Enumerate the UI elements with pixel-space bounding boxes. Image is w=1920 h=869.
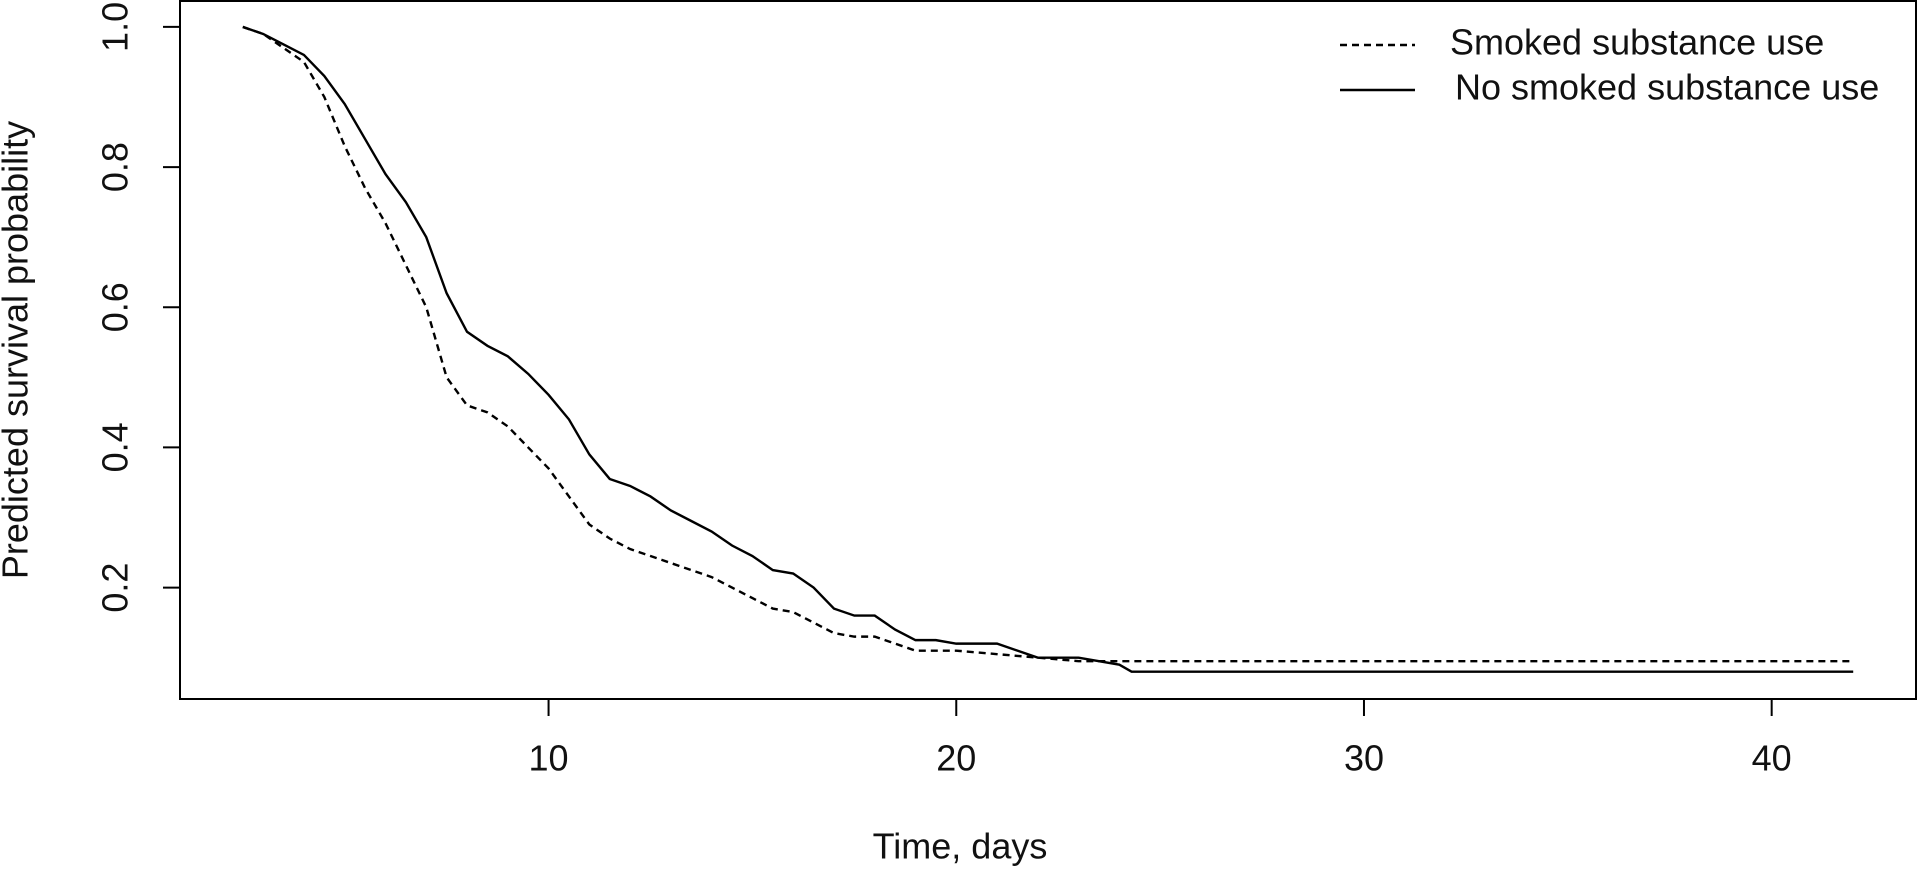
y-tick-label: 0.8 (95, 142, 136, 192)
x-axis-label: Time, days (873, 826, 1048, 867)
legend-label: Smoked substance use (1450, 22, 1824, 63)
y-axis-label: Predicted survival probability (0, 121, 36, 579)
survival-curve (242, 25, 1854, 663)
y-tick-label: 0.6 (95, 282, 136, 332)
plot-frame (179, 0, 1917, 700)
y-tick-label: 1.0 (95, 2, 136, 52)
x-tick-label: 40 (1752, 738, 1792, 779)
survival-curve (242, 25, 1854, 673)
x-tick-label: 30 (1344, 738, 1384, 779)
x-tick-label: 10 (529, 738, 569, 779)
legend-label: No smoked substance use (1455, 67, 1879, 108)
x-tick-label: 20 (936, 738, 976, 779)
y-tick-label: 0.4 (95, 422, 136, 472)
y-tick-label: 0.2 (95, 563, 136, 613)
